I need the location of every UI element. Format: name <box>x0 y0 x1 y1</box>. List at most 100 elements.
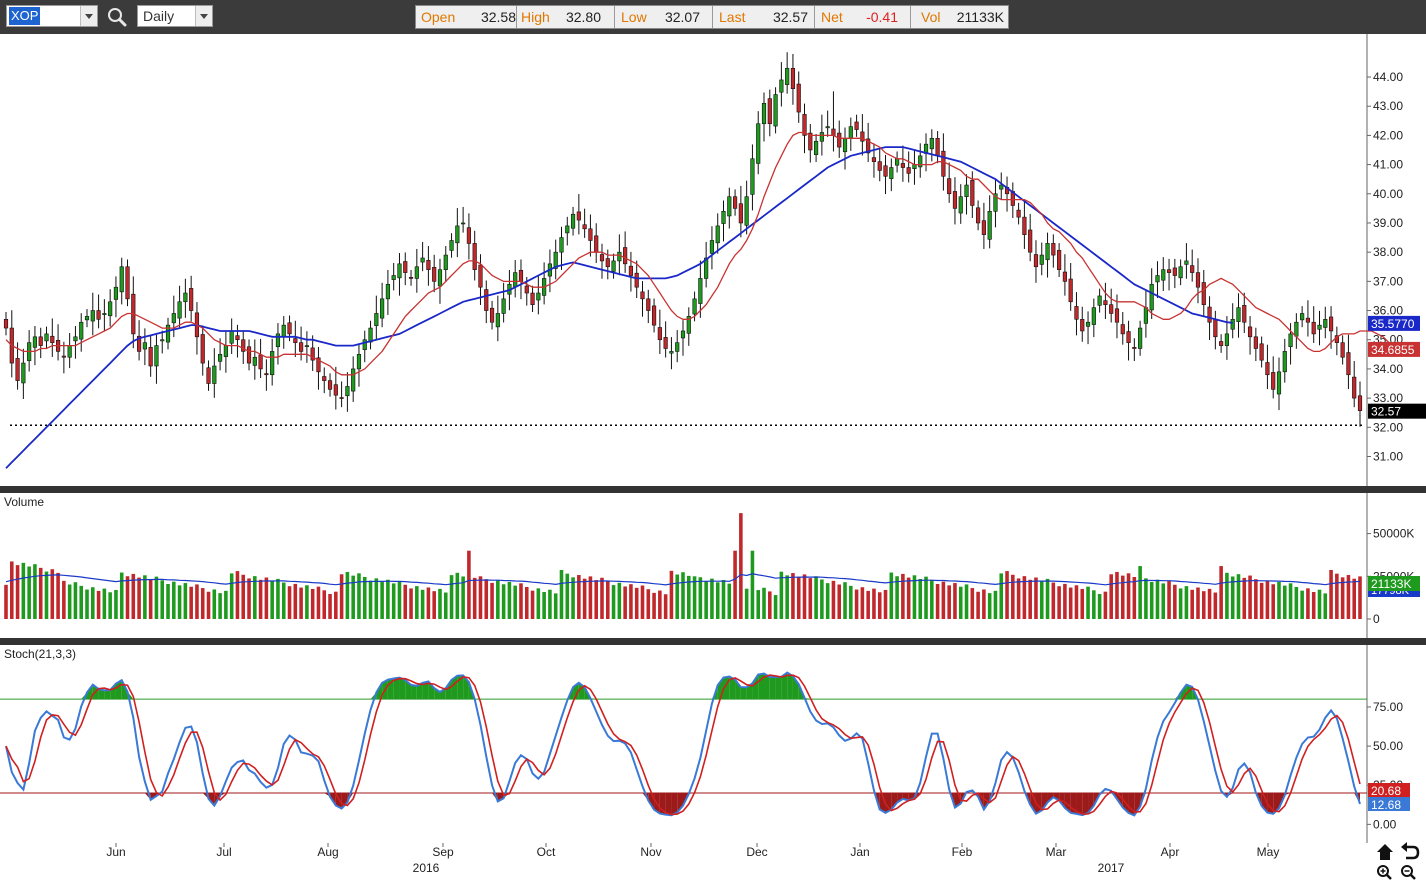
candle <box>651 298 657 333</box>
candle <box>732 189 738 216</box>
candle <box>15 342 20 390</box>
volume-title: Volume <box>4 495 44 509</box>
candle <box>461 206 466 233</box>
candle <box>1276 357 1282 411</box>
volume-bar <box>519 583 523 619</box>
candle <box>125 259 130 307</box>
candle <box>1143 289 1148 338</box>
candle <box>588 214 593 257</box>
volume-bar <box>1068 587 1073 619</box>
volume-bar <box>1230 576 1235 619</box>
candle <box>437 258 443 304</box>
volume-bar <box>930 580 934 619</box>
candle <box>912 150 917 185</box>
candle <box>837 120 842 158</box>
zoom-in-icon[interactable] <box>1377 865 1392 880</box>
magnifier-icon[interactable] <box>106 6 128 28</box>
candle <box>964 174 969 215</box>
candle <box>1305 300 1311 337</box>
volume-bar <box>982 589 986 619</box>
volume-bar <box>542 592 546 619</box>
candle <box>1161 257 1166 291</box>
volume-chart[interactable]: Volume 50000K25000K0 17798K 21133K <box>0 493 1426 638</box>
candle <box>623 231 628 273</box>
candle <box>756 111 761 175</box>
candle <box>252 339 257 380</box>
home-icon[interactable] <box>1377 844 1393 860</box>
volume-bar <box>1242 577 1247 619</box>
volume-bar <box>4 584 8 619</box>
volume-bar <box>733 550 737 619</box>
ma-long-badge: 35.5770 <box>1368 315 1420 331</box>
high-value: 32.80 <box>565 9 601 25</box>
volume-bar <box>808 578 813 619</box>
candle <box>1004 176 1010 212</box>
stoch-tick-label: 50.00 <box>1373 739 1403 753</box>
chevron-down-icon[interactable] <box>80 6 97 26</box>
volume-bar <box>976 591 980 619</box>
candle <box>327 373 333 397</box>
low-value: 32.07 <box>664 9 700 25</box>
candle <box>1311 306 1316 343</box>
volume-bar <box>345 571 350 619</box>
volume-bar <box>970 588 975 619</box>
stoch-tick-label: 0.00 <box>1373 817 1397 831</box>
volume-bar <box>276 578 280 619</box>
candle <box>102 299 107 331</box>
oversold-area <box>497 793 504 802</box>
price-chart[interactable]: 44.00 43.00 42.00 41.00 40.00 39.00 38.00 37.00… <box>0 34 1426 486</box>
candle <box>235 324 240 358</box>
month-label: Jan <box>850 845 869 859</box>
vol-label: Vol <box>921 9 941 25</box>
stoch-fill <box>81 672 1360 816</box>
candle <box>704 241 709 288</box>
symbol-input[interactable]: XOP <box>6 5 98 27</box>
candle <box>449 233 454 258</box>
panel-divider[interactable] <box>0 638 1426 645</box>
volume-bar <box>1352 578 1356 619</box>
candle <box>576 194 581 235</box>
candle <box>385 269 390 315</box>
candle <box>1265 344 1270 390</box>
volume-bar <box>247 578 251 619</box>
panel-divider[interactable] <box>0 486 1426 493</box>
interval-select[interactable]: Daily <box>137 5 213 27</box>
volume-bar <box>21 562 26 619</box>
oversold-area <box>1082 793 1089 816</box>
volume-bar <box>814 576 818 619</box>
volume-bar <box>1016 578 1021 619</box>
zoom-out-icon[interactable] <box>1401 865 1416 880</box>
volume-bar <box>756 590 761 619</box>
candle <box>987 195 992 249</box>
volume-bar <box>397 581 402 619</box>
candle <box>1190 249 1195 282</box>
overbought-area <box>769 676 776 700</box>
candle <box>727 187 732 229</box>
open-label: Open <box>421 9 456 25</box>
candle <box>310 335 315 371</box>
volume-bar <box>415 586 419 619</box>
volume-bar <box>293 583 298 619</box>
volume-bar <box>796 576 801 619</box>
candle <box>663 321 668 358</box>
undo-icon[interactable] <box>1401 842 1420 860</box>
candle <box>397 253 402 296</box>
candle <box>177 285 182 328</box>
candle <box>212 348 217 398</box>
candle <box>108 289 113 327</box>
time-axis: Jun Jul Aug Sep Oct Nov Dec Jan Feb Mar Apr May 2016… <box>106 843 1279 875</box>
volume-bar <box>1311 592 1316 619</box>
candle <box>1219 334 1224 353</box>
candle <box>536 275 541 315</box>
volume-bar <box>1080 588 1085 619</box>
volume-bar <box>258 579 263 619</box>
volume-bar <box>1144 578 1148 619</box>
volume-bar <box>1184 586 1189 619</box>
oversold-area <box>1076 793 1083 816</box>
month-label: Apr <box>1161 845 1180 859</box>
candle <box>84 309 90 328</box>
month-label: Sep <box>432 845 454 859</box>
volume-bar <box>941 581 946 619</box>
chevron-down-icon[interactable] <box>195 6 212 26</box>
